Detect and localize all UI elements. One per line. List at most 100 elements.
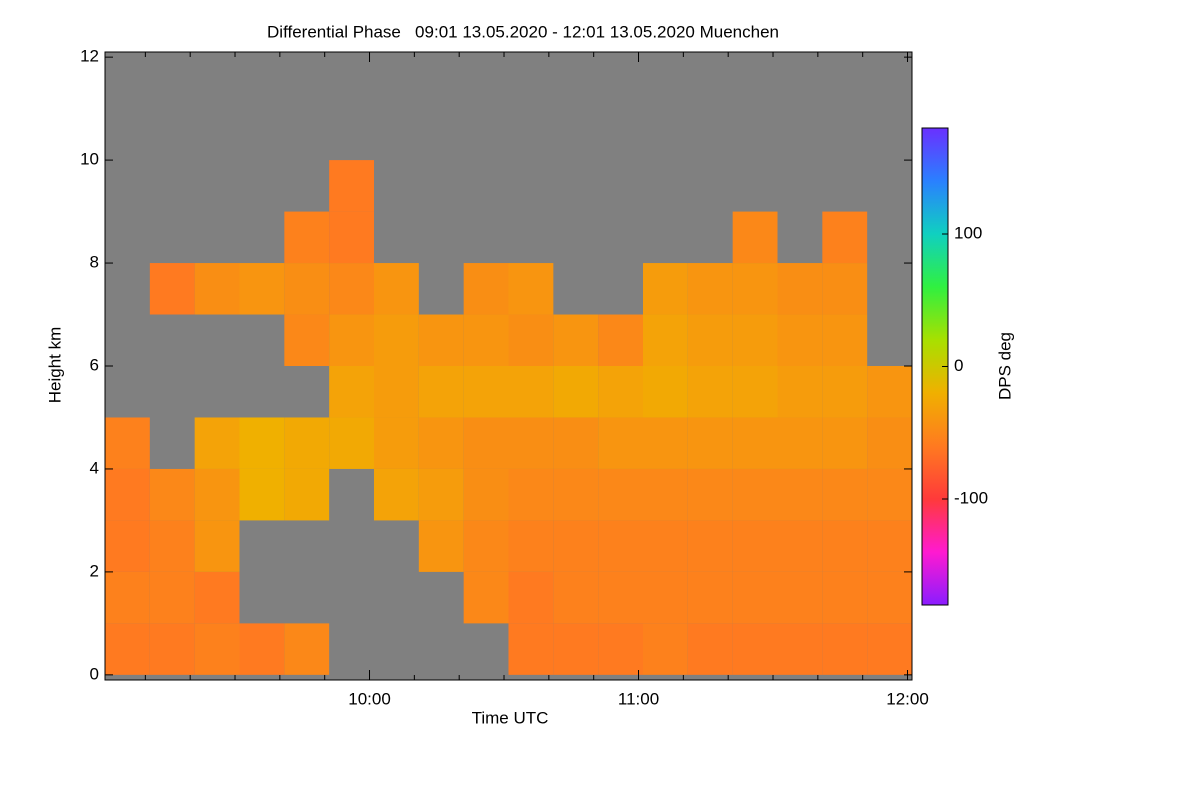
heatmap-cell <box>374 314 419 366</box>
heatmap-cell <box>239 623 285 675</box>
heatmap-cell <box>867 623 912 675</box>
heatmap-cell <box>687 520 733 572</box>
colorbar-tick-label: 100 <box>954 223 982 242</box>
heatmap-cell <box>105 623 150 675</box>
heatmap-cell <box>822 366 868 418</box>
heatmap-cell <box>284 314 330 366</box>
heatmap-cell <box>508 314 554 366</box>
heatmap-cell <box>105 468 150 521</box>
heatmap-cell <box>867 571 912 624</box>
heatmap-cell <box>822 417 868 469</box>
y-tick-label: 6 <box>90 355 99 374</box>
heatmap-cell <box>598 520 643 572</box>
heatmap-cell <box>194 520 240 572</box>
heatmap-cell <box>463 468 509 521</box>
heatmap-cell <box>687 417 733 469</box>
heatmap-cell <box>149 263 195 315</box>
heatmap-cell <box>732 520 778 572</box>
heatmap-cell <box>463 263 509 315</box>
heatmap-cell <box>553 314 599 366</box>
heatmap-cell <box>598 417 643 469</box>
heatmap-cell <box>463 314 509 366</box>
heatmap-cell <box>732 366 778 418</box>
heatmap-cell <box>508 263 554 315</box>
heatmap-cell <box>553 571 599 624</box>
heatmap-cell <box>149 571 195 624</box>
heatmap-cell <box>284 211 330 264</box>
heatmap-cell <box>598 314 643 366</box>
heatmap-cell <box>463 417 509 469</box>
heatmap-cell <box>598 366 643 418</box>
heatmap-cell <box>777 417 823 469</box>
heatmap-cell <box>777 623 823 675</box>
heatmap-cell <box>194 571 240 624</box>
heatmap-cell <box>643 468 688 521</box>
heatmap-cell <box>329 263 374 315</box>
heatmap-cell <box>105 520 150 572</box>
heatmap-cell <box>732 623 778 675</box>
heatmap-cell <box>463 366 509 418</box>
heatmap-cell <box>732 211 778 264</box>
y-axis-label: Height km <box>45 327 64 404</box>
heatmap-cell <box>149 520 195 572</box>
heatmap-cell <box>329 366 374 418</box>
x-tick-label: 12:00 <box>886 689 929 708</box>
y-tick-label: 12 <box>80 47 99 66</box>
heatmap-cell <box>732 571 778 624</box>
heatmap-cell <box>822 623 868 675</box>
heatmap-cell <box>598 468 643 521</box>
y-tick-label: 4 <box>90 458 99 477</box>
heatmap-cell <box>194 623 240 675</box>
heatmap-cell <box>105 417 150 469</box>
x-axis-label: Time UTC <box>472 708 549 727</box>
heatmap-cell <box>284 263 330 315</box>
heatmap-cell <box>867 520 912 572</box>
heatmap-cell <box>149 623 195 675</box>
y-tick-label: 10 <box>80 150 99 169</box>
y-tick-label: 0 <box>90 664 99 683</box>
heatmap-cell <box>777 571 823 624</box>
colorbar-tick-label: -100 <box>954 488 988 507</box>
heatmap-cell <box>508 417 554 469</box>
heatmap-cell <box>822 468 868 521</box>
heatmap-cell <box>329 417 374 469</box>
heatmap-cell <box>329 160 374 212</box>
heatmap-cell <box>687 623 733 675</box>
heatmap-cell <box>643 417 688 469</box>
heatmap-cell <box>463 571 509 624</box>
heatmap-cell <box>732 468 778 521</box>
heatmap-cell <box>374 468 419 521</box>
chart-title: Differential Phase 09:01 13.05.2020 - 12… <box>267 22 779 41</box>
heatmap-cell <box>374 366 419 418</box>
heatmap-cell <box>508 366 554 418</box>
x-tick-label: 11:00 <box>618 689 659 708</box>
heatmap-cell <box>553 366 599 418</box>
heatmap-cell <box>239 468 285 521</box>
heatmap-cell <box>777 468 823 521</box>
heatmap-cell <box>374 417 419 469</box>
heatmap-cell <box>822 211 868 264</box>
heatmap-cell <box>284 623 330 675</box>
heatmap-cell <box>643 366 688 418</box>
y-tick-label: 8 <box>90 253 99 272</box>
heatmap-cell <box>105 571 150 624</box>
heatmap-cell <box>418 468 464 521</box>
heatmap-cell <box>194 417 240 469</box>
heatmap-cell <box>508 520 554 572</box>
heatmap-cell <box>553 520 599 572</box>
heatmap-cell <box>149 468 195 521</box>
heatmap-cell <box>598 571 643 624</box>
heatmap-cell <box>687 571 733 624</box>
heatmap-cell <box>329 211 374 264</box>
heatmap-cell <box>508 623 554 675</box>
heatmap-cell <box>553 417 599 469</box>
heatmap-cell <box>418 314 464 366</box>
heatmap-cell <box>329 314 374 366</box>
heatmap-cell <box>418 520 464 572</box>
heatmap-cell <box>598 623 643 675</box>
heatmap-cell <box>777 263 823 315</box>
heatmap-cell <box>284 468 330 521</box>
heatmap-cell <box>508 571 554 624</box>
